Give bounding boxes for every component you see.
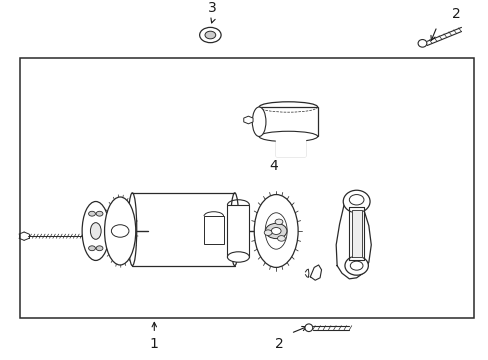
Text: 2: 2 <box>451 7 460 21</box>
Circle shape <box>264 230 271 235</box>
Text: 3: 3 <box>208 1 217 15</box>
Ellipse shape <box>254 194 298 267</box>
Polygon shape <box>351 210 361 257</box>
Polygon shape <box>348 207 363 260</box>
Ellipse shape <box>252 107 265 136</box>
Bar <box>259 107 317 136</box>
Text: 2: 2 <box>275 337 284 351</box>
Ellipse shape <box>417 40 426 47</box>
Circle shape <box>204 31 215 39</box>
Circle shape <box>275 219 283 225</box>
Bar <box>20 58 473 318</box>
Ellipse shape <box>305 324 312 332</box>
Ellipse shape <box>344 256 367 275</box>
Polygon shape <box>335 194 370 279</box>
Polygon shape <box>305 269 308 278</box>
Circle shape <box>96 246 103 251</box>
Circle shape <box>199 27 221 42</box>
Ellipse shape <box>230 193 239 266</box>
Ellipse shape <box>90 222 101 239</box>
Circle shape <box>88 211 95 216</box>
Text: 4: 4 <box>269 159 278 173</box>
Circle shape <box>96 211 103 216</box>
Bar <box>227 205 249 257</box>
Ellipse shape <box>227 252 249 262</box>
Ellipse shape <box>259 131 317 142</box>
Ellipse shape <box>343 190 369 213</box>
Circle shape <box>271 228 281 234</box>
Ellipse shape <box>128 193 137 266</box>
Bar <box>203 216 223 244</box>
Circle shape <box>88 246 95 251</box>
Circle shape <box>265 223 286 239</box>
Text: 1: 1 <box>149 337 159 351</box>
Circle shape <box>277 236 285 241</box>
Polygon shape <box>276 136 305 156</box>
Polygon shape <box>310 265 321 280</box>
Ellipse shape <box>104 197 136 265</box>
Ellipse shape <box>82 202 109 260</box>
